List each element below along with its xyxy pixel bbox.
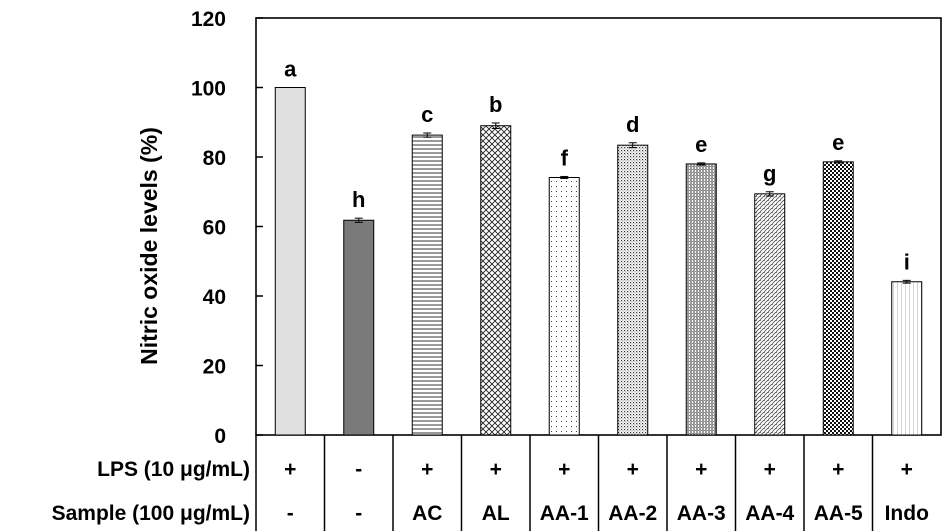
- significance-letter: e: [695, 132, 707, 157]
- bar: [274, 87, 306, 436]
- table-cell: AA-4: [745, 502, 794, 525]
- bar: [548, 177, 580, 436]
- table-cell: AA-3: [677, 502, 726, 525]
- table-cell: -: [287, 502, 294, 525]
- significance-letter: i: [904, 249, 910, 274]
- table-cell: +: [695, 458, 707, 481]
- table-cell: AA-2: [608, 502, 657, 525]
- table-cell: AA-1: [540, 502, 589, 525]
- table-cell: AC: [412, 502, 442, 525]
- y-tick-label: 80: [203, 147, 226, 170]
- bar: [617, 144, 649, 436]
- table-cell: AL: [482, 502, 510, 525]
- significance-letter: f: [561, 145, 569, 170]
- table-cell: -: [355, 458, 362, 481]
- y-tick-label: 120: [191, 8, 226, 31]
- y-tick-label: 0: [214, 425, 226, 448]
- table-cell: -: [355, 502, 362, 525]
- bar: [822, 161, 854, 436]
- table-cell: +: [558, 458, 570, 481]
- bar: [480, 125, 512, 436]
- bar: [754, 193, 786, 436]
- significance-letter: d: [626, 112, 639, 137]
- table-cell: AA-5: [814, 502, 863, 525]
- y-tick-label: 60: [203, 217, 226, 240]
- table-cell: +: [901, 458, 913, 481]
- bar: [343, 219, 375, 436]
- y-axis-label: Nitric oxide levels (%): [136, 127, 162, 365]
- table-row-label: LPS (10 μg/mL): [97, 458, 250, 481]
- bar: [891, 281, 923, 436]
- significance-letter: a: [284, 57, 297, 82]
- table-row-label: Sample (100 μg/mL): [52, 502, 250, 525]
- significance-letter: b: [489, 92, 502, 117]
- bar: [685, 163, 717, 436]
- table-cell: +: [832, 458, 844, 481]
- y-tick-label: 100: [191, 78, 226, 101]
- significance-letter: c: [421, 102, 433, 127]
- bar: [411, 134, 443, 436]
- table-cell: +: [627, 458, 639, 481]
- table-cell: +: [490, 458, 502, 481]
- y-tick-label: 40: [203, 286, 226, 309]
- y-tick-label: 20: [203, 356, 226, 379]
- significance-letter: h: [352, 187, 365, 212]
- significance-letter: g: [763, 161, 776, 186]
- table-cell: Indo: [885, 502, 929, 525]
- table-cell: +: [421, 458, 433, 481]
- significance-letter: e: [832, 130, 844, 155]
- table-cell: +: [764, 458, 776, 481]
- table-cell: +: [284, 458, 296, 481]
